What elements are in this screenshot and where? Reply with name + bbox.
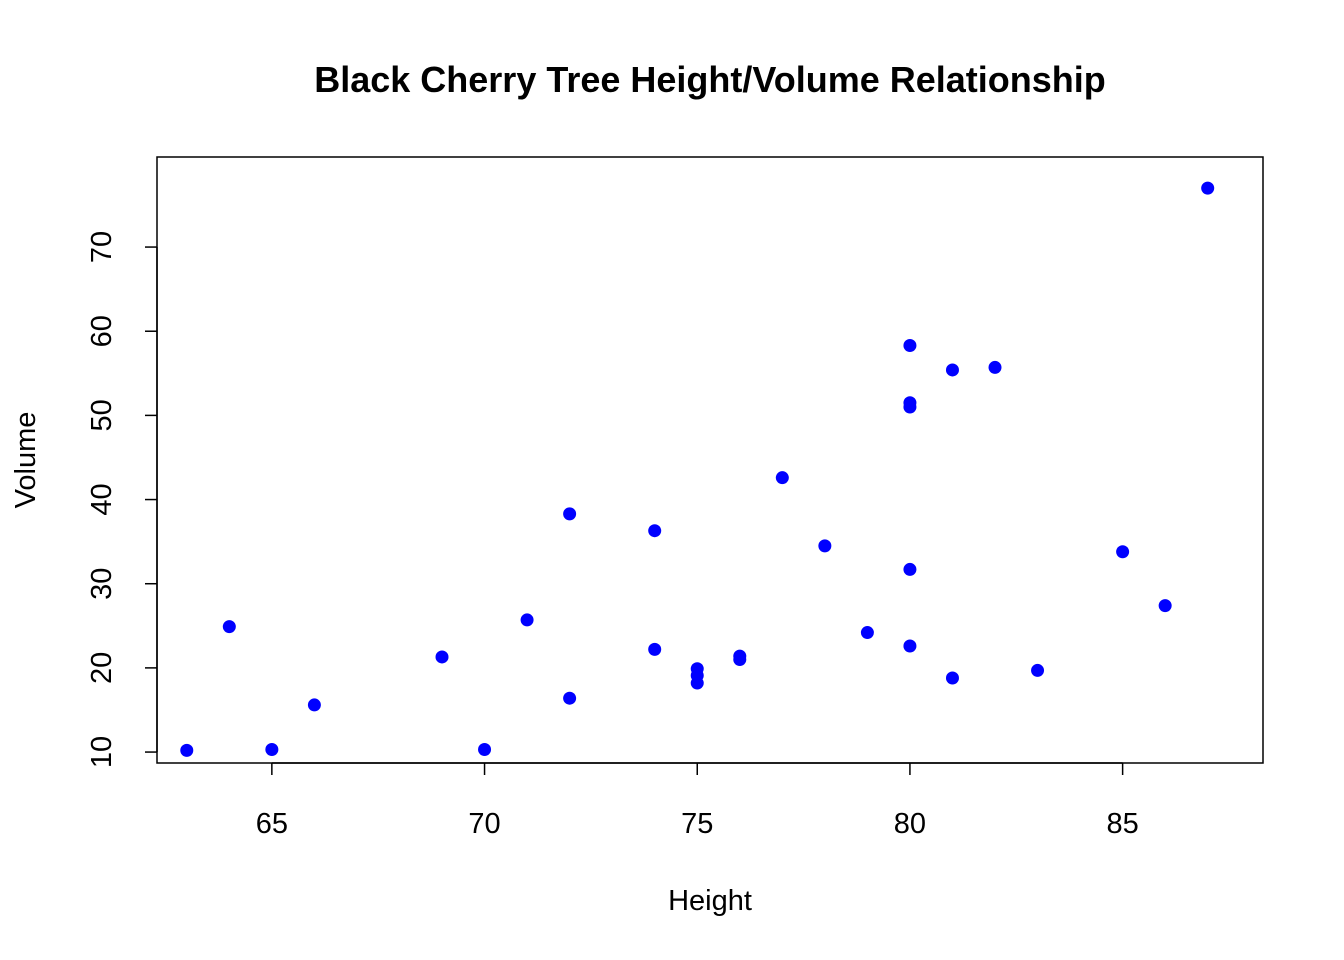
data-point — [435, 650, 449, 664]
y-tick-label: 70 — [86, 231, 118, 263]
data-point — [307, 698, 321, 712]
x-tick-label: 65 — [256, 808, 288, 840]
data-point — [1031, 663, 1045, 677]
data-point — [648, 524, 662, 538]
data-point — [478, 743, 492, 757]
y-axis-label: Volume — [10, 412, 42, 509]
data-point — [733, 649, 747, 663]
data-point — [988, 360, 1002, 374]
x-tick-label: 70 — [468, 808, 500, 840]
data-point — [1201, 181, 1215, 195]
data-point — [903, 639, 917, 653]
data-point — [903, 400, 917, 414]
data-point — [818, 539, 832, 553]
y-axis: 10 20 30 40 50 60 70 — [86, 231, 158, 768]
chart-title: Black Cherry Tree Height/Volume Relation… — [314, 59, 1106, 100]
x-axis: 65 70 75 80 85 — [256, 762, 1139, 840]
data-point — [903, 562, 917, 576]
y-tick-label: 20 — [86, 652, 118, 684]
x-tick-label: 75 — [681, 808, 713, 840]
data-point — [945, 363, 959, 377]
data-point — [1116, 545, 1130, 559]
y-tick-label: 10 — [86, 736, 118, 768]
data-point — [520, 613, 534, 627]
y-tick-label: 50 — [86, 399, 118, 431]
y-tick-label: 60 — [86, 315, 118, 347]
data-point — [222, 620, 236, 634]
x-tick-label: 85 — [1106, 808, 1138, 840]
data-point — [180, 743, 194, 757]
y-tick-label: 40 — [86, 483, 118, 515]
data-point — [860, 626, 874, 640]
data-point — [690, 668, 704, 682]
data-points — [180, 181, 1215, 757]
data-point — [1158, 599, 1172, 613]
data-point — [945, 671, 959, 685]
data-point — [563, 691, 577, 705]
y-tick-label: 30 — [86, 568, 118, 600]
data-point — [648, 642, 662, 656]
x-axis-label: Height — [668, 885, 752, 917]
data-point — [903, 339, 917, 353]
plot-area — [156, 156, 1264, 764]
data-point — [775, 471, 789, 485]
data-point — [265, 743, 279, 757]
x-tick-label: 80 — [894, 808, 926, 840]
data-point — [563, 507, 577, 521]
